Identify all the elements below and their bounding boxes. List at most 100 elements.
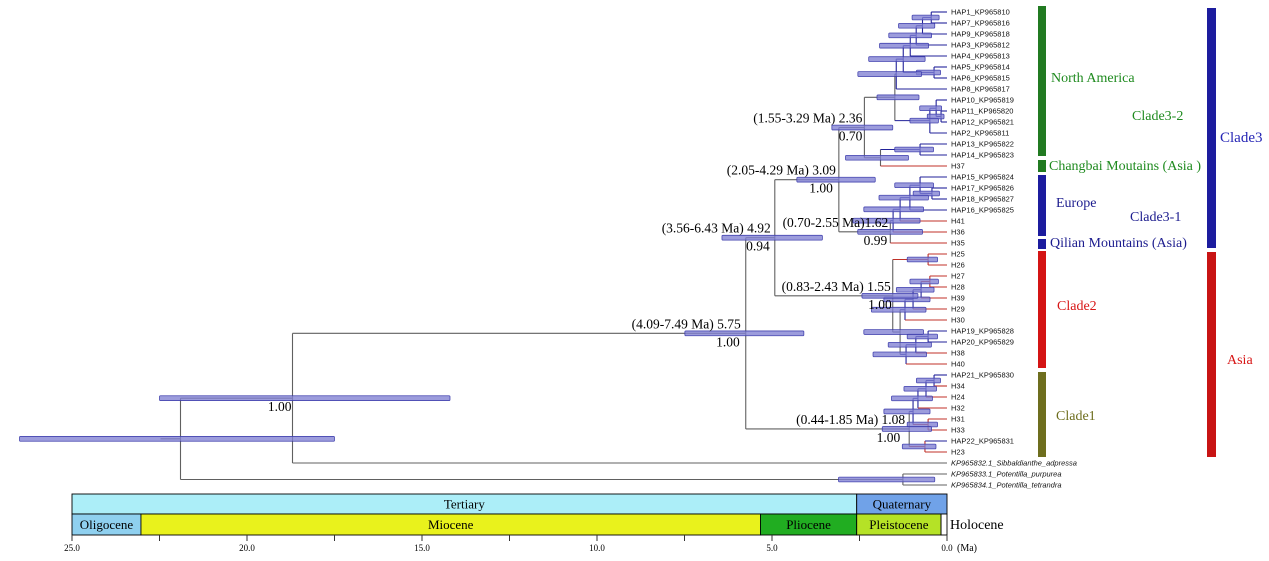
node-age-label: (3.56-6.43 Ma) 4.92	[662, 221, 771, 236]
period-label: Oligocene	[80, 517, 134, 532]
node-hpd-bar	[852, 217, 921, 224]
tip-label: H28	[951, 283, 965, 292]
tip-label: HAP15_KP965824	[951, 173, 1014, 182]
node-hpd-bar	[845, 154, 909, 161]
node-hpd-bar	[863, 206, 924, 213]
node-posterior-label: 0.70	[839, 129, 863, 144]
tip-label: HAP11_KP965820	[951, 107, 1013, 116]
tip-label: HAP9_KP965818	[951, 30, 1010, 39]
tip-label: HAP19_KP965828	[951, 327, 1014, 336]
tip-label: H39	[951, 294, 965, 303]
node-hpd-bar	[857, 71, 923, 77]
tip-label: HAP10_KP965819	[951, 96, 1014, 105]
tip-label: HAP8_KP965817	[951, 85, 1010, 94]
node-hpd-bar	[888, 32, 933, 39]
tip-label: HAP16_KP965825	[951, 206, 1014, 215]
tip-label: HAP14_KP965823	[951, 151, 1014, 160]
axis-tick-label: 0.0	[941, 543, 953, 553]
axis-tick-label: 10.0	[589, 543, 605, 553]
tip-label: HAP18_KP965827	[951, 195, 1014, 204]
clade-label: Europe	[1056, 196, 1096, 211]
changbai-bar	[1038, 160, 1046, 172]
tip-label: HAP3_KP965812	[951, 41, 1010, 50]
node-age-label: (0.44-1.85 Ma) 1.08	[796, 412, 905, 427]
period-block	[940, 513, 948, 536]
node-hpd-bar	[831, 124, 894, 131]
axis-tick-label: 15.0	[414, 543, 430, 553]
node-hpd-bar	[159, 395, 451, 401]
node-hpd-bar	[909, 117, 939, 124]
tip-label: KP965832.1_Sibbaldianthe_adpressa	[951, 459, 1077, 468]
tip-label: H26	[951, 261, 965, 270]
node-hpd-bar	[883, 408, 931, 415]
tip-label: H27	[951, 272, 965, 281]
node-posterior-label: 1.00	[809, 181, 833, 196]
tip-label: H35	[951, 239, 965, 248]
tip-label: H29	[951, 305, 965, 314]
clade-label: Clade3	[1220, 130, 1263, 146]
node-hpd-bar	[891, 395, 933, 402]
node-posterior-label: 1.00	[868, 297, 892, 312]
tip-label: KP965833.1_Potentilla_purpurea	[951, 470, 1062, 479]
clade-label: Changbai Moutains (Asia )	[1049, 159, 1201, 174]
clade-bars	[1038, 6, 1216, 457]
node-hpd-bar	[881, 426, 932, 432]
clade-label: Clade3-1	[1130, 210, 1181, 225]
node-hpd-bars	[19, 14, 945, 483]
node-hpd-bar	[19, 436, 335, 442]
period-label: Pliocene	[786, 517, 831, 532]
tip-label: HAP2_KP965811	[951, 129, 1009, 138]
tip-label: HAP7_KP965816	[951, 19, 1010, 28]
clade-label: Qilian Mountains (Asia)	[1050, 236, 1187, 251]
axis-tick-label: 5.0	[766, 543, 778, 553]
clade-label: Clade1	[1056, 409, 1096, 424]
node-hpd-bar	[916, 377, 941, 384]
node-hpd-bar	[878, 194, 929, 201]
north-america-bar	[1038, 6, 1046, 156]
period-label: Pleistocene	[869, 517, 928, 532]
node-age-label: (1.55-3.29 Ma) 2.36	[753, 111, 862, 126]
tip-label: H23	[951, 448, 965, 457]
node-age-label: (0.83-2.43 Ma) 1.55	[782, 279, 891, 294]
tip-label: H32	[951, 404, 965, 413]
node-posterior-label: 1.00	[268, 399, 292, 414]
tip-label: H36	[951, 228, 965, 237]
node-hpd-bar	[879, 42, 930, 49]
tip-label: H37	[951, 162, 965, 171]
clade-labels: North America Clade3-2 Changbai Moutains (…	[1049, 71, 1263, 424]
node-hpd-bar	[898, 22, 936, 29]
tip-label: HAP1_KP965810	[951, 8, 1010, 17]
clade2-bar	[1038, 251, 1046, 368]
clade3-bar	[1207, 8, 1216, 248]
tip-label: HAP22_KP965831	[951, 437, 1014, 446]
node-hpd-bar	[838, 476, 936, 483]
node-hpd-bar	[868, 56, 926, 62]
tip-label: HAP20_KP965829	[951, 338, 1014, 347]
geologic-timescale: Tertiary Quaternary Oligocene Miocene Plioce…	[71, 493, 1004, 536]
tip-labels: HAP1_KP965810 HAP7_KP965816 HAP9_KP965818 H…	[951, 8, 1077, 490]
tip-label: HAP12_KP965821	[951, 118, 1014, 127]
tip-label: H41	[951, 217, 965, 226]
tip-label: HAP6_KP965815	[951, 74, 1010, 83]
node-hpd-bar	[857, 229, 923, 235]
holocene-label: Holocene	[950, 518, 1004, 533]
node-age-label: (0.70-2.55 Ma)1.62	[783, 215, 889, 230]
qilian-bar	[1038, 239, 1046, 249]
node-posterior-label: 0.94	[746, 239, 770, 254]
node-hpd-bar	[684, 330, 805, 337]
node-hpd-bar	[919, 105, 942, 112]
tip-label: H31	[951, 415, 965, 424]
asia-bar	[1207, 252, 1216, 457]
clade-label: Clade2	[1057, 299, 1097, 314]
europe-bar	[1038, 175, 1046, 236]
clade1-bar	[1038, 372, 1046, 457]
node-hpd-bar	[909, 278, 939, 285]
tip-label: HAP17_KP965826	[951, 184, 1014, 193]
node-age-label: (4.09-7.49 Ma) 5.75	[632, 316, 741, 331]
node-hpd-bar	[871, 306, 927, 313]
tip-label: H38	[951, 349, 965, 358]
node-age-label: (2.05-4.29 Ma) 3.09	[727, 163, 836, 178]
node-hpd-bar	[894, 182, 934, 189]
node-posterior-label: 0.99	[864, 233, 888, 248]
